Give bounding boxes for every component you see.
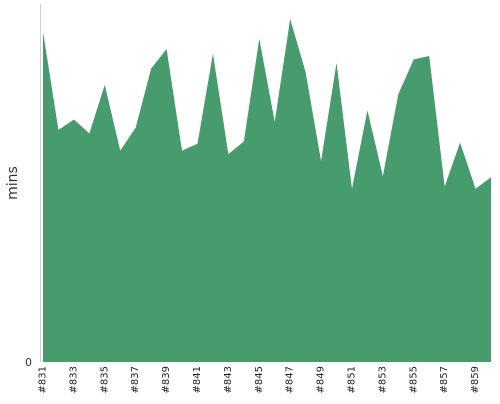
x-tick-label: #851 (346, 366, 357, 393)
x-tick-label: #839 (161, 366, 172, 393)
x-tick-label: #835 (99, 366, 110, 393)
x-tick-label: #849 (316, 366, 327, 393)
x-tick-label: #833 (68, 366, 79, 393)
x-ticks: #831 #833 #835 #837 #839 #841 #843 #845 #847 #849… (38, 366, 482, 393)
x-tick-label: #857 (439, 366, 450, 393)
x-tick-label: #843 (223, 366, 234, 393)
y-tick-label: 0 (25, 356, 32, 369)
x-tick-label: #831 (38, 366, 49, 393)
y-axis-label: mins (5, 166, 21, 200)
x-tick-label: #853 (377, 366, 388, 393)
x-tick-label: #847 (285, 366, 296, 393)
x-tick-label: #859 (470, 366, 481, 393)
area-layer (43, 19, 491, 362)
x-tick-label: #841 (192, 366, 203, 393)
area-series (43, 19, 491, 362)
x-tick-label: #845 (254, 366, 265, 393)
x-tick-label: #855 (408, 366, 419, 393)
y-ticks: 0 (25, 356, 32, 369)
x-tick-label: #837 (130, 366, 141, 393)
